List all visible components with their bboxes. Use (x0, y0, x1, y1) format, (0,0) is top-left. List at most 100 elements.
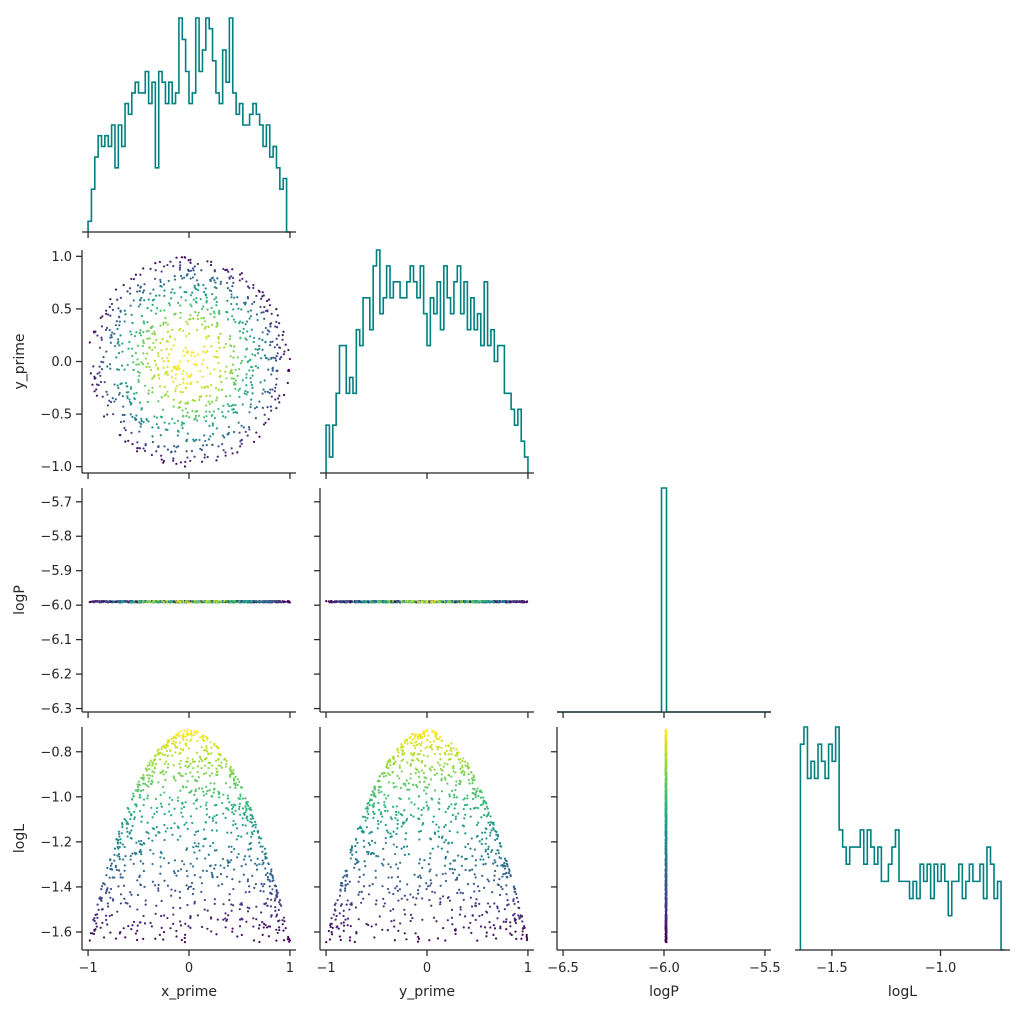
scatter-point (500, 864, 503, 867)
scatter-point (389, 866, 392, 869)
scatter-point (117, 315, 121, 318)
scatter-point (178, 401, 181, 405)
scatter-point (447, 774, 450, 777)
scatter-point (507, 871, 511, 875)
scatter-point (174, 373, 178, 376)
scatter-point (169, 335, 172, 339)
scatter-point (393, 600, 396, 603)
scatter-point (209, 313, 212, 316)
scatter-point (122, 405, 125, 408)
scatter-point (204, 420, 207, 423)
scatter-point (260, 297, 263, 300)
scatter-point (395, 885, 398, 888)
scatter-point (249, 859, 253, 862)
scatter-point (138, 921, 141, 924)
scatter-point (378, 775, 381, 778)
scatter-point (152, 341, 155, 345)
scatter-point (155, 810, 158, 813)
scatter-point (488, 905, 492, 908)
scatter-point (252, 286, 255, 290)
scatter-point (261, 600, 264, 603)
scatter-point (140, 839, 143, 842)
scatter-point (219, 864, 222, 867)
scatter-point (227, 845, 230, 848)
scatter-point (127, 347, 130, 350)
scatter-point (287, 601, 290, 604)
scatter-point (376, 827, 379, 830)
scatter-point (223, 600, 226, 603)
scatter-point (431, 820, 434, 823)
scatter-point (130, 431, 133, 434)
scatter-point (151, 780, 154, 783)
scatter-point (96, 372, 99, 375)
scatter-point (203, 739, 206, 742)
scatter-point (433, 773, 436, 776)
scatter-point (245, 600, 248, 603)
scatter-point (143, 922, 147, 925)
scatter-point (210, 746, 213, 749)
scatter-point (241, 817, 244, 820)
scatter-point (179, 730, 182, 733)
scatter-point (444, 744, 447, 747)
scatter-point (134, 273, 138, 276)
scatter-point (433, 768, 436, 771)
scatter-point (503, 864, 506, 867)
scatter-point (192, 351, 195, 354)
scatter-point (419, 744, 423, 747)
scatter-point (186, 600, 189, 603)
scatter-point (205, 337, 208, 340)
scatter-point (486, 878, 489, 881)
scatter-point (232, 772, 235, 775)
scatter-point (154, 312, 158, 315)
scatter-point (118, 835, 121, 838)
scatter-point (213, 849, 217, 852)
scatter-point (270, 915, 273, 918)
scatter-point (189, 269, 193, 272)
scatter-point (462, 926, 465, 929)
scatter-point (163, 838, 166, 842)
scatter-point (263, 354, 267, 357)
scatter-point (390, 876, 393, 879)
scatter-point (250, 600, 254, 603)
scatter-point (482, 863, 485, 866)
scatter-point (426, 601, 429, 604)
scatter-point (249, 309, 253, 312)
scatter-point (223, 866, 226, 869)
scatter-point (172, 444, 176, 448)
scatter-point (247, 848, 250, 851)
scatter-point (186, 827, 189, 830)
scatter-point (471, 791, 474, 795)
scatter-point (179, 390, 182, 394)
scatter-point (135, 414, 138, 417)
scatter-point (164, 321, 168, 324)
scatter-point (124, 819, 128, 822)
scatter-point (150, 806, 153, 809)
scatter-point (180, 296, 183, 299)
scatter-point (211, 400, 214, 404)
scatter-point (161, 753, 164, 756)
scatter-point (440, 739, 443, 742)
scatter-point (119, 420, 123, 424)
scatter-point (432, 740, 435, 743)
scatter-point (236, 451, 239, 454)
scatter-point (199, 369, 202, 373)
scatter-point (139, 334, 143, 337)
scatter-point (230, 368, 233, 372)
scatter-point (195, 287, 198, 291)
scatter-point (159, 793, 162, 797)
scatter-point (209, 782, 212, 785)
scatter-point (466, 883, 470, 886)
scatter-point (190, 449, 194, 453)
scatter-point (415, 743, 418, 747)
scatter-point (161, 357, 164, 360)
scatter-point (147, 837, 150, 840)
scatter-point (151, 440, 155, 444)
scatter-point (153, 759, 156, 762)
scatter-point (261, 291, 264, 294)
scatter-point (467, 772, 470, 776)
scatter-point (142, 341, 145, 345)
scatter-point (246, 906, 249, 909)
scatter-point (230, 600, 233, 603)
scatter-point (457, 758, 460, 761)
scatter-point (184, 772, 187, 775)
